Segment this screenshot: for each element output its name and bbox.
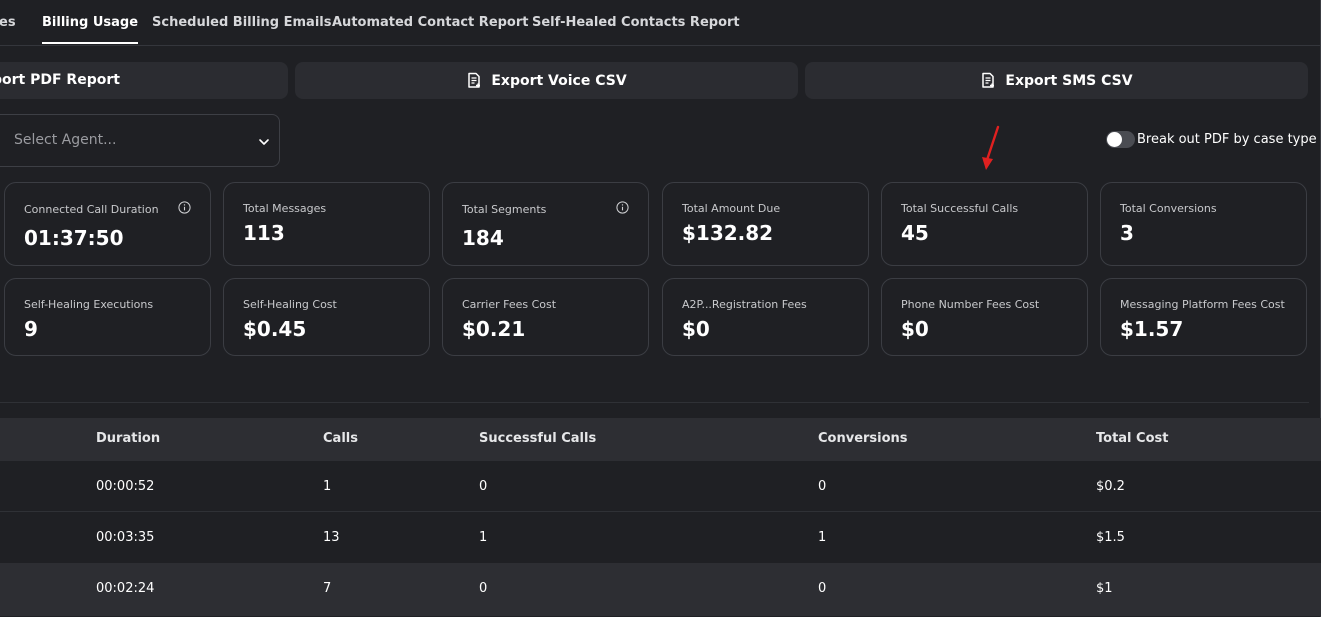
cell-successful-calls: 1 [479,530,488,545]
stat-label: Self-Healing Cost [243,298,337,311]
stat-label: Carrier Fees Cost [462,298,557,311]
column-header-duration[interactable]: Duration [96,431,161,446]
column-header-successful-calls[interactable]: Successful Calls [479,431,597,446]
cell-duration: 00:02:24 [96,581,155,596]
stat-label: Self-Healing Executions [24,298,154,311]
stat-label: Phone Number Fees Cost [901,298,1040,311]
chevron-down-icon [259,139,269,145]
column-header-conversions[interactable]: Conversions [818,431,908,446]
cell-successful-calls: 0 [479,479,488,494]
tab-billing-usage[interactable]: Billing Usage [42,15,139,44]
info-icon[interactable] [616,201,629,214]
cell-total-cost: $1 [1096,581,1113,596]
export-pdf-label: port PDF Report [0,72,120,88]
stat-value: 184 [462,226,504,250]
stat-value: 01:37:50 [24,226,124,250]
agent-select[interactable]: Select Agent... [0,114,280,167]
stat-value: 45 [901,221,929,245]
agent-select-placeholder: Select Agent... [14,132,117,148]
stat-label: Total Amount Due [682,202,781,215]
stat-card-self-healing-executions: Self-Healing Executions 9 [4,278,211,356]
toggle-knob [1107,132,1122,147]
stat-card-connected-call-duration: Connected Call Duration 01:37:50 [4,182,211,266]
stat-card-messaging-platform-fees-cost: Messaging Platform Fees Cost $1.57 [1100,278,1307,356]
stat-card-self-healing-cost: Self-Healing Cost $0.45 [223,278,430,356]
table-row[interactable]: 00:02:24 7 0 0 $1 [0,563,1321,616]
cell-calls: 1 [323,479,332,494]
stat-value: $0 [682,317,710,341]
export-sms-csv-button[interactable]: Export SMS CSV [805,62,1308,99]
cell-duration: 00:00:52 [96,479,155,494]
cell-conversions: 1 [818,530,827,545]
cell-conversions: 0 [818,581,827,596]
export-voice-label: Export Voice CSV [491,72,627,89]
stat-label: A2P...Registration Fees [682,298,807,311]
stat-card-total-segments: Total Segments 184 [442,182,649,266]
stat-value: 9 [24,317,38,341]
stat-value: $1.57 [1120,317,1184,341]
tab-bar: es Billing Usage Scheduled Billing Email… [0,0,1321,46]
stat-card-total-amount-due: Total Amount Due $132.82 [662,182,869,266]
export-pdf-button[interactable]: port PDF Report [0,62,288,99]
tab-partial[interactable]: es [0,15,16,30]
tab-self-healed-contacts-report[interactable]: Self-Healed Contacts Report [532,15,740,30]
cell-total-cost: $1.5 [1096,530,1125,545]
cell-successful-calls: 0 [479,581,488,596]
break-out-pdf-toggle[interactable] [1106,131,1135,148]
stat-label: Total Segments [462,203,547,216]
cell-conversions: 0 [818,479,827,494]
info-icon[interactable] [178,201,191,214]
stat-value: $0.45 [243,317,307,341]
export-sms-label: Export SMS CSV [1005,72,1133,89]
cell-calls: 7 [323,581,332,596]
tab-automated-contact-report[interactable]: Automated Contact Report [332,15,529,30]
stat-card-total-messages: Total Messages 113 [223,182,430,266]
stat-label: Messaging Platform Fees Cost [1120,298,1285,311]
cell-calls: 13 [323,530,340,545]
table-row[interactable]: 00:03:35 13 1 1 $1.5 [0,512,1321,563]
stat-card-phone-number-fees-cost: Phone Number Fees Cost $0 [881,278,1088,356]
column-header-total-cost[interactable]: Total Cost [1096,431,1169,446]
stat-label: Connected Call Duration [24,203,159,216]
section-divider [0,402,1309,403]
stat-label: Total Conversions [1120,202,1217,215]
red-arrow-annotation [982,125,1000,170]
document-export-icon [468,72,481,88]
stat-value: 3 [1120,221,1134,245]
table-header: Duration Calls Successful Calls Conversi… [0,418,1321,461]
stat-value: 113 [243,221,285,245]
break-out-pdf-toggle-group: Break out PDF by case type [1106,131,1317,148]
tab-scheduled-billing-emails[interactable]: Scheduled Billing Emails [152,15,332,30]
toggle-label: Break out PDF by case type [1137,132,1317,147]
stat-card-a2p-registration-fees: A2P...Registration Fees $0 [662,278,869,356]
stat-label: Total Messages [243,202,327,215]
column-header-calls[interactable]: Calls [323,431,358,446]
cell-duration: 00:03:35 [96,530,155,545]
stat-card-total-successful-calls: Total Successful Calls 45 [881,182,1088,266]
stat-card-total-conversions: Total Conversions 3 [1100,182,1307,266]
cell-total-cost: $0.2 [1096,479,1125,494]
table-row[interactable]: 00:00:52 1 0 0 $0.2 [0,461,1321,512]
stat-value: $0.21 [462,317,526,341]
stat-value: $0 [901,317,929,341]
stat-value: $132.82 [682,221,774,245]
export-voice-csv-button[interactable]: Export Voice CSV [295,62,798,99]
document-export-icon [982,72,995,88]
stat-label: Total Successful Calls [901,202,1019,215]
stat-card-carrier-fees-cost: Carrier Fees Cost $0.21 [442,278,649,356]
